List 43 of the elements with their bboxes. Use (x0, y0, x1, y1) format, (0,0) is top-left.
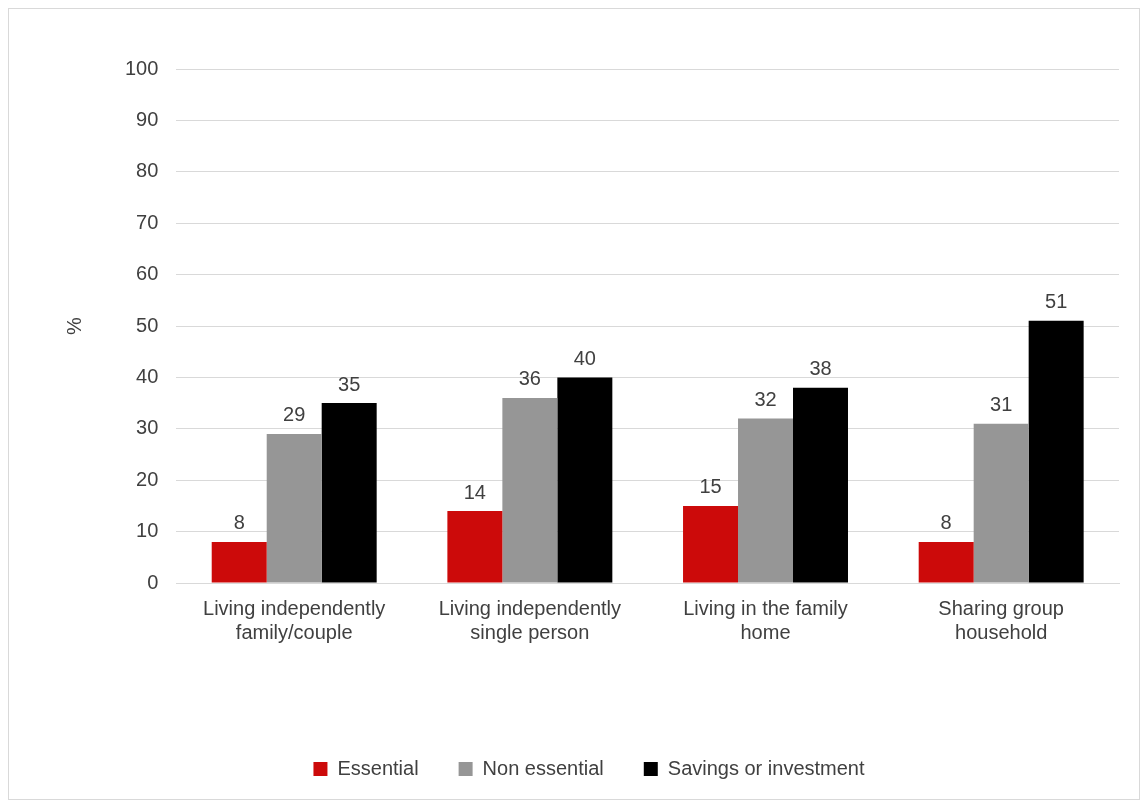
data-label: 8 (940, 511, 952, 534)
bar (557, 377, 613, 583)
y-tick-label: 50 (136, 313, 159, 336)
y-tick-label: 70 (136, 210, 159, 233)
bar (738, 418, 794, 583)
legend-label: Essential (337, 756, 419, 779)
data-label: 29 (283, 403, 306, 426)
y-tick-label: 90 (136, 107, 159, 130)
bar (793, 387, 848, 583)
bar (683, 505, 739, 583)
x-tick-label: Sharing group household (938, 596, 1064, 643)
bar (321, 403, 377, 583)
data-label: 14 (463, 480, 486, 503)
bar (502, 397, 558, 583)
y-tick-label: 40 (136, 364, 159, 387)
bar (211, 541, 267, 583)
bar (973, 423, 1029, 583)
data-label: 38 (809, 357, 832, 380)
bar (447, 511, 503, 583)
y-tick-label: 0 (147, 570, 159, 593)
x-tick-label: Living independently single person (438, 596, 622, 643)
y-tick-label: 20 (136, 467, 159, 490)
data-label: 35 (338, 372, 361, 395)
x-tick-label: Living independently family/couple (203, 596, 386, 643)
bar (266, 433, 322, 583)
x-tick-label: Living in the family home (683, 596, 848, 643)
data-label: 15 (699, 475, 722, 498)
y-tick-label: 100 (124, 56, 159, 79)
y-tick-label: 80 (136, 159, 159, 182)
bar (1028, 320, 1084, 583)
data-label: 31 (990, 393, 1013, 416)
legend-label: Non essential (482, 756, 604, 779)
y-axis-title: % (62, 316, 85, 335)
data-label: 36 (518, 367, 541, 390)
data-label: 32 (754, 388, 777, 411)
data-label: 8 (233, 511, 245, 534)
y-tick-label: 60 (136, 262, 159, 285)
bar (918, 541, 974, 583)
y-tick-label: 10 (136, 519, 159, 542)
y-tick-label: 30 (136, 416, 159, 439)
data-label: 40 (573, 346, 596, 369)
data-label: 51 (1045, 290, 1068, 313)
legend-label: Savings or investment (667, 756, 865, 779)
